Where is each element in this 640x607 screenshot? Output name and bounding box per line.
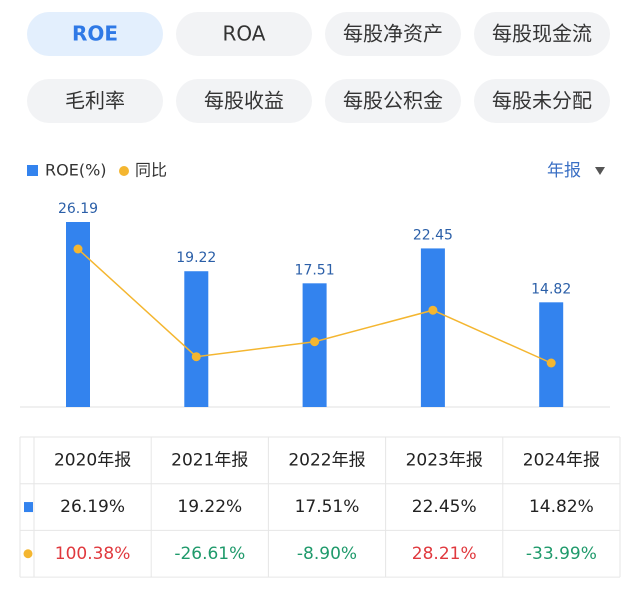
table-header: 2021年报 <box>171 450 248 470</box>
table-header: 2024年报 <box>523 450 600 470</box>
trend-point <box>191 352 201 362</box>
trend-point <box>73 244 83 254</box>
bar <box>184 271 209 407</box>
tab-label[interactable]: 每股未分配 <box>492 89 592 113</box>
table-cell: 26.19% <box>60 497 125 517</box>
trend-point <box>546 358 556 368</box>
legend-swatch <box>27 165 38 176</box>
tab-label[interactable]: 每股收益 <box>204 89 284 113</box>
table-cell: 19.22% <box>177 497 242 517</box>
table-cell: -33.99% <box>526 544 597 564</box>
dropdown-label[interactable]: 年报 <box>547 161 581 181</box>
bar-value-label: 14.82 <box>531 281 571 297</box>
tab[interactable] <box>176 12 312 56</box>
legend-swatch <box>119 166 129 176</box>
table-cell: 14.82% <box>529 497 594 517</box>
tab[interactable] <box>27 12 163 56</box>
table-header: 2020年报 <box>54 450 131 470</box>
legend-label: 同比 <box>135 161 167 180</box>
row-icon <box>24 502 33 513</box>
dropdown-arrow[interactable] <box>595 167 605 175</box>
table-cell: 28.21% <box>412 544 477 564</box>
table-cell: 17.51% <box>295 497 360 517</box>
bar-value-label: 26.19 <box>58 201 98 217</box>
trend-point <box>310 337 320 347</box>
table-cell: 100.38% <box>55 544 131 564</box>
legend-label: ROE(%) <box>45 161 107 180</box>
table-header: 2022年报 <box>288 450 365 470</box>
tab-label[interactable]: ROA <box>223 22 266 46</box>
bar <box>539 302 564 407</box>
tab[interactable] <box>325 12 461 56</box>
period-dropdown[interactable]: 年报 <box>547 161 605 181</box>
tab[interactable] <box>27 79 163 123</box>
bar <box>420 248 445 407</box>
tab-label[interactable]: 每股公积金 <box>343 89 443 113</box>
table-cell: 22.45% <box>412 497 477 517</box>
tab-label[interactable]: 每股净资产 <box>343 22 443 46</box>
tab-label[interactable]: ROE <box>72 22 118 46</box>
table-header: 2023年报 <box>406 450 483 470</box>
legend: ROE(%) 同比 <box>27 161 167 180</box>
tab[interactable] <box>474 12 610 56</box>
bar-value-label: 17.51 <box>295 262 335 278</box>
tab-label[interactable]: 每股现金流 <box>492 22 592 46</box>
tab[interactable] <box>325 79 461 123</box>
tab-label[interactable]: 毛利率 <box>65 89 125 113</box>
bar-value-label: 19.22 <box>176 250 216 266</box>
row-icon <box>23 549 33 559</box>
plot: 26.19 19.22 17.51 22.45 14.82 <box>58 201 571 407</box>
tab[interactable] <box>474 79 610 123</box>
data-table: 2020年报 2021年报 2022年报 2023年报 2024年报 26.19% 19.2… <box>19 436 621 578</box>
trend-point <box>428 305 438 315</box>
tab[interactable] <box>176 79 312 123</box>
table-cell: -26.61% <box>174 544 245 564</box>
bar-value-label: 22.45 <box>413 227 453 243</box>
table-cell: -8.90% <box>297 544 357 564</box>
